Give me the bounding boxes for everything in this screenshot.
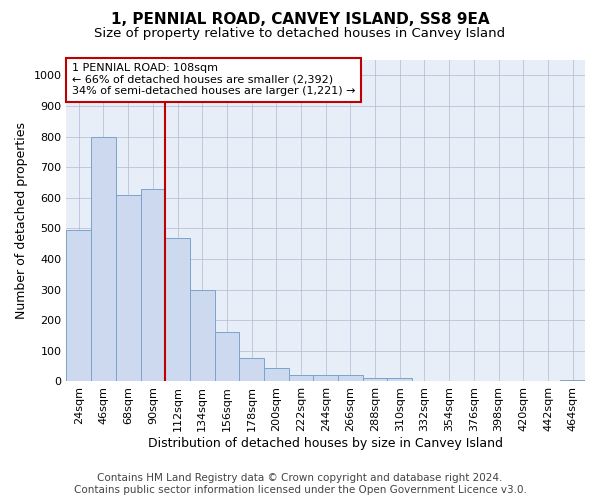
Text: Contains HM Land Registry data © Crown copyright and database right 2024.
Contai: Contains HM Land Registry data © Crown c… [74, 474, 526, 495]
Text: 1, PENNIAL ROAD, CANVEY ISLAND, SS8 9EA: 1, PENNIAL ROAD, CANVEY ISLAND, SS8 9EA [110, 12, 490, 28]
Bar [67, 230, 91, 382]
Bar [264, 368, 289, 382]
Text: Size of property relative to detached houses in Canvey Island: Size of property relative to detached ho… [94, 28, 506, 40]
Bar [140, 188, 165, 382]
X-axis label: Distribution of detached houses by size in Canvey Island: Distribution of detached houses by size … [148, 437, 503, 450]
Y-axis label: Number of detached properties: Number of detached properties [15, 122, 28, 319]
Bar [289, 374, 313, 382]
Bar [412, 380, 437, 382]
Bar [239, 358, 264, 382]
Text: 1 PENNIAL ROAD: 108sqm
← 66% of detached houses are smaller (2,392)
34% of semi-: 1 PENNIAL ROAD: 108sqm ← 66% of detached… [71, 63, 355, 96]
Bar [437, 380, 461, 382]
Bar [560, 380, 585, 382]
Bar [363, 378, 388, 382]
Bar [165, 238, 190, 382]
Bar [116, 194, 140, 382]
Bar [190, 290, 215, 382]
Bar [91, 136, 116, 382]
Bar [338, 376, 363, 382]
Bar [388, 378, 412, 382]
Bar [215, 332, 239, 382]
Bar [313, 376, 338, 382]
